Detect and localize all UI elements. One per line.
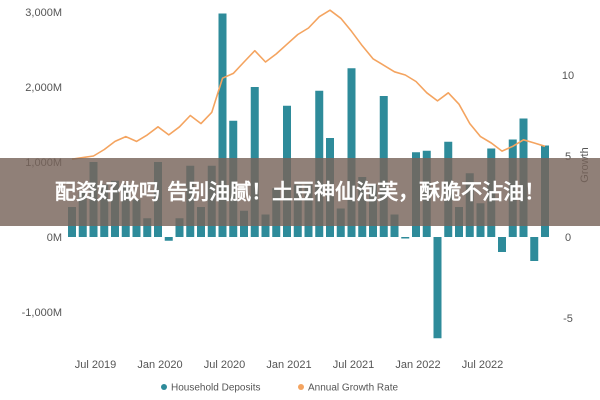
x-axis-tick-label: Jan 2020	[137, 359, 182, 371]
x-axis-tick-label: Jul 2022	[462, 359, 504, 371]
legend-label-household-deposits: Household Deposits	[171, 383, 261, 394]
bar-household-deposits	[433, 237, 442, 339]
bar-household-deposits	[175, 218, 184, 237]
right-axis-tick-label: 0	[565, 232, 571, 244]
left-axis-tick-label: 0M	[47, 232, 62, 244]
x-axis-tick-label: Jul 2019	[75, 359, 117, 371]
x-axis-tick-label: Jan 2022	[395, 359, 440, 371]
bar-household-deposits	[498, 237, 506, 252]
bar-household-deposits	[401, 237, 410, 239]
right-axis-tick-label: 10	[562, 70, 574, 82]
left-axis-tick-label: 3,000M	[25, 7, 62, 19]
x-axis-tick-label: Jul 2020	[204, 359, 246, 371]
caption-banner: 配资好做吗 告别油腻！土豆神仙泡芙，酥脆不沾油！	[0, 158, 600, 226]
right-axis-tick-label: 5	[565, 151, 571, 163]
x-axis-tick-label: Jul 2021	[333, 359, 375, 371]
bar-household-deposits	[218, 13, 227, 237]
line-annual-growth-rate	[71, 9, 546, 160]
bar-household-deposits	[143, 218, 152, 237]
bar-household-deposits	[347, 68, 356, 237]
legend-marker-household-deposits	[161, 384, 167, 390]
left-axis-tick-label: -1,000M	[22, 307, 62, 319]
bar-household-deposits	[530, 237, 539, 261]
x-axis-tick-label: Jan 2021	[266, 359, 311, 371]
legend-marker-annual-growth-rate	[298, 384, 304, 390]
left-axis-tick-label: 2,000M	[25, 82, 62, 94]
caption-text: 配资好做吗 告别油腻！土豆神仙泡芙，酥脆不沾油！	[54, 180, 546, 204]
legend-label-annual-growth-rate: Annual Growth Rate	[308, 383, 398, 394]
bar-household-deposits	[164, 237, 173, 241]
right-axis-tick-label: -5	[563, 313, 573, 325]
